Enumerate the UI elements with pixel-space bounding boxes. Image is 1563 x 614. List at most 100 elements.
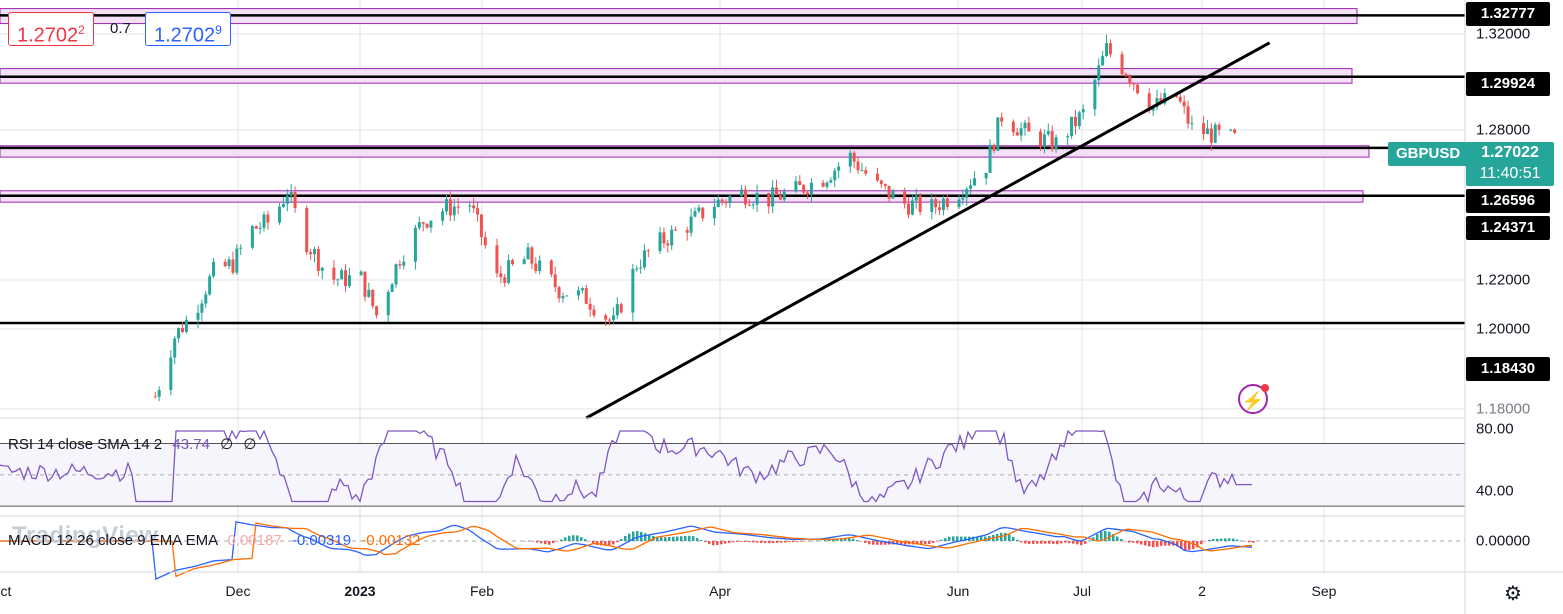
macd-histogram-bar [976, 536, 979, 541]
macd-histogram-bar [608, 541, 611, 546]
candle-body [798, 181, 802, 186]
macd-histogram-bar [940, 539, 943, 541]
candle-body [1178, 96, 1182, 102]
macd-histogram-bar [672, 536, 675, 541]
candle-body [1019, 128, 1023, 136]
macd-histogram-bar [760, 541, 763, 543]
rsi-pane [0, 417, 1465, 507]
candle-body [611, 315, 615, 321]
time-label: ct [0, 583, 12, 599]
macd-histogram-bar [684, 535, 687, 541]
level-badge: 1.26596 [1466, 189, 1550, 213]
candle-body [1186, 106, 1190, 124]
macd-histogram-bar [1240, 540, 1243, 541]
macd-histogram-bar [676, 536, 679, 541]
macd-histogram-bar [656, 537, 659, 541]
macd-histogram-bar [1068, 541, 1071, 544]
macd-histogram-bar [700, 540, 703, 541]
price-tick: 1.28000 [1476, 121, 1531, 139]
macd-histogram-bar [880, 541, 883, 545]
macd-histogram-bar [588, 541, 591, 542]
candle-body [941, 198, 945, 211]
macd-histogram-bar [960, 536, 963, 541]
candle-body [778, 195, 782, 200]
macd-histogram-bar [784, 541, 787, 543]
candle-body [534, 263, 538, 271]
time-label: Dec [225, 583, 251, 599]
candle-body [1155, 98, 1159, 107]
candle-body [1108, 43, 1112, 55]
candle-body [639, 267, 643, 269]
candle-body [907, 203, 911, 215]
lightning-icon[interactable]: ⚡ [1238, 384, 1268, 414]
candle-body [1050, 131, 1054, 150]
candle-body [468, 205, 472, 207]
candle-body [576, 290, 580, 296]
candle-body [530, 247, 534, 264]
macd-histogram-bar [592, 541, 595, 544]
candle-body [332, 267, 336, 280]
macd-legend[interactable]: MACD 12 26 close 9 EMA EMA 0.00187 -0.00… [8, 532, 420, 549]
candle-body [1077, 112, 1081, 127]
candle-body [1042, 134, 1046, 147]
candle-body [887, 185, 891, 199]
candle-body [507, 260, 511, 283]
candle-body [316, 249, 320, 271]
macd-histogram-bar [876, 541, 879, 545]
rsi-legend[interactable]: RSI 14 close SMA 14 2 43.74 ∅ ∅ [8, 435, 256, 453]
macd-histogram-bar [1112, 534, 1115, 541]
macd-histogram-bar [1144, 541, 1147, 546]
bar-countdown: 11:40:51 [1479, 165, 1541, 182]
candle-body [157, 390, 161, 397]
macd-histogram-bar [844, 537, 847, 541]
macd-histogram-bar [944, 538, 947, 541]
candle-body [173, 338, 177, 358]
macd-histogram-bar [756, 541, 759, 543]
candle-body [1081, 109, 1085, 113]
macd-histogram-bar [556, 541, 559, 542]
candle-body [289, 191, 293, 196]
macd-histogram-bar [812, 540, 815, 542]
candle-body [553, 274, 557, 288]
candle-body [833, 170, 837, 181]
macd-histogram-bar [772, 541, 775, 544]
candle-body [852, 152, 856, 162]
candle-body [1070, 116, 1074, 137]
macd-histogram-bar [1116, 536, 1119, 541]
macd-histogram-bar [1160, 541, 1163, 546]
macd-histogram-bar [1024, 541, 1027, 544]
macd-legend-title: MACD 12 26 close 9 EMA EMA [8, 532, 218, 549]
macd-histogram-bar [1128, 541, 1131, 543]
candle-body [204, 294, 208, 304]
macd-histogram-bar [788, 541, 791, 543]
macd-histogram-bar [804, 541, 807, 542]
candle-body [615, 304, 619, 316]
ask-price-box[interactable]: 1.27029 [145, 12, 231, 47]
candle-body [712, 206, 716, 219]
candle-body [720, 199, 724, 202]
candle-body [561, 295, 565, 299]
candle-body [837, 166, 841, 171]
candle-body [658, 232, 662, 252]
candle-body [957, 199, 961, 207]
macd-histogram-bar [572, 535, 575, 541]
candle-body [472, 205, 476, 209]
candle-body [250, 226, 254, 248]
macd-histogram-bar [1148, 541, 1151, 547]
macd-histogram-bar [1076, 541, 1079, 545]
rsi-line [0, 429, 1252, 504]
macd-histogram-bar [628, 533, 631, 541]
candle-body [177, 328, 181, 339]
candle-body [992, 144, 996, 151]
settings-gear-icon[interactable]: ⚙ [1504, 583, 1522, 605]
macd-histogram-bar [584, 539, 587, 541]
macd-histogram-bar [1176, 541, 1179, 547]
macd-histogram-bar [1212, 538, 1215, 541]
macd-histogram-bar [1236, 539, 1239, 541]
bid-price-box[interactable]: 1.27022 [8, 12, 94, 47]
macd-histogram-bar [1252, 541, 1255, 543]
symbol-tag[interactable]: GBPUSD [1388, 142, 1469, 166]
macd-histogram-bar [1004, 532, 1007, 541]
